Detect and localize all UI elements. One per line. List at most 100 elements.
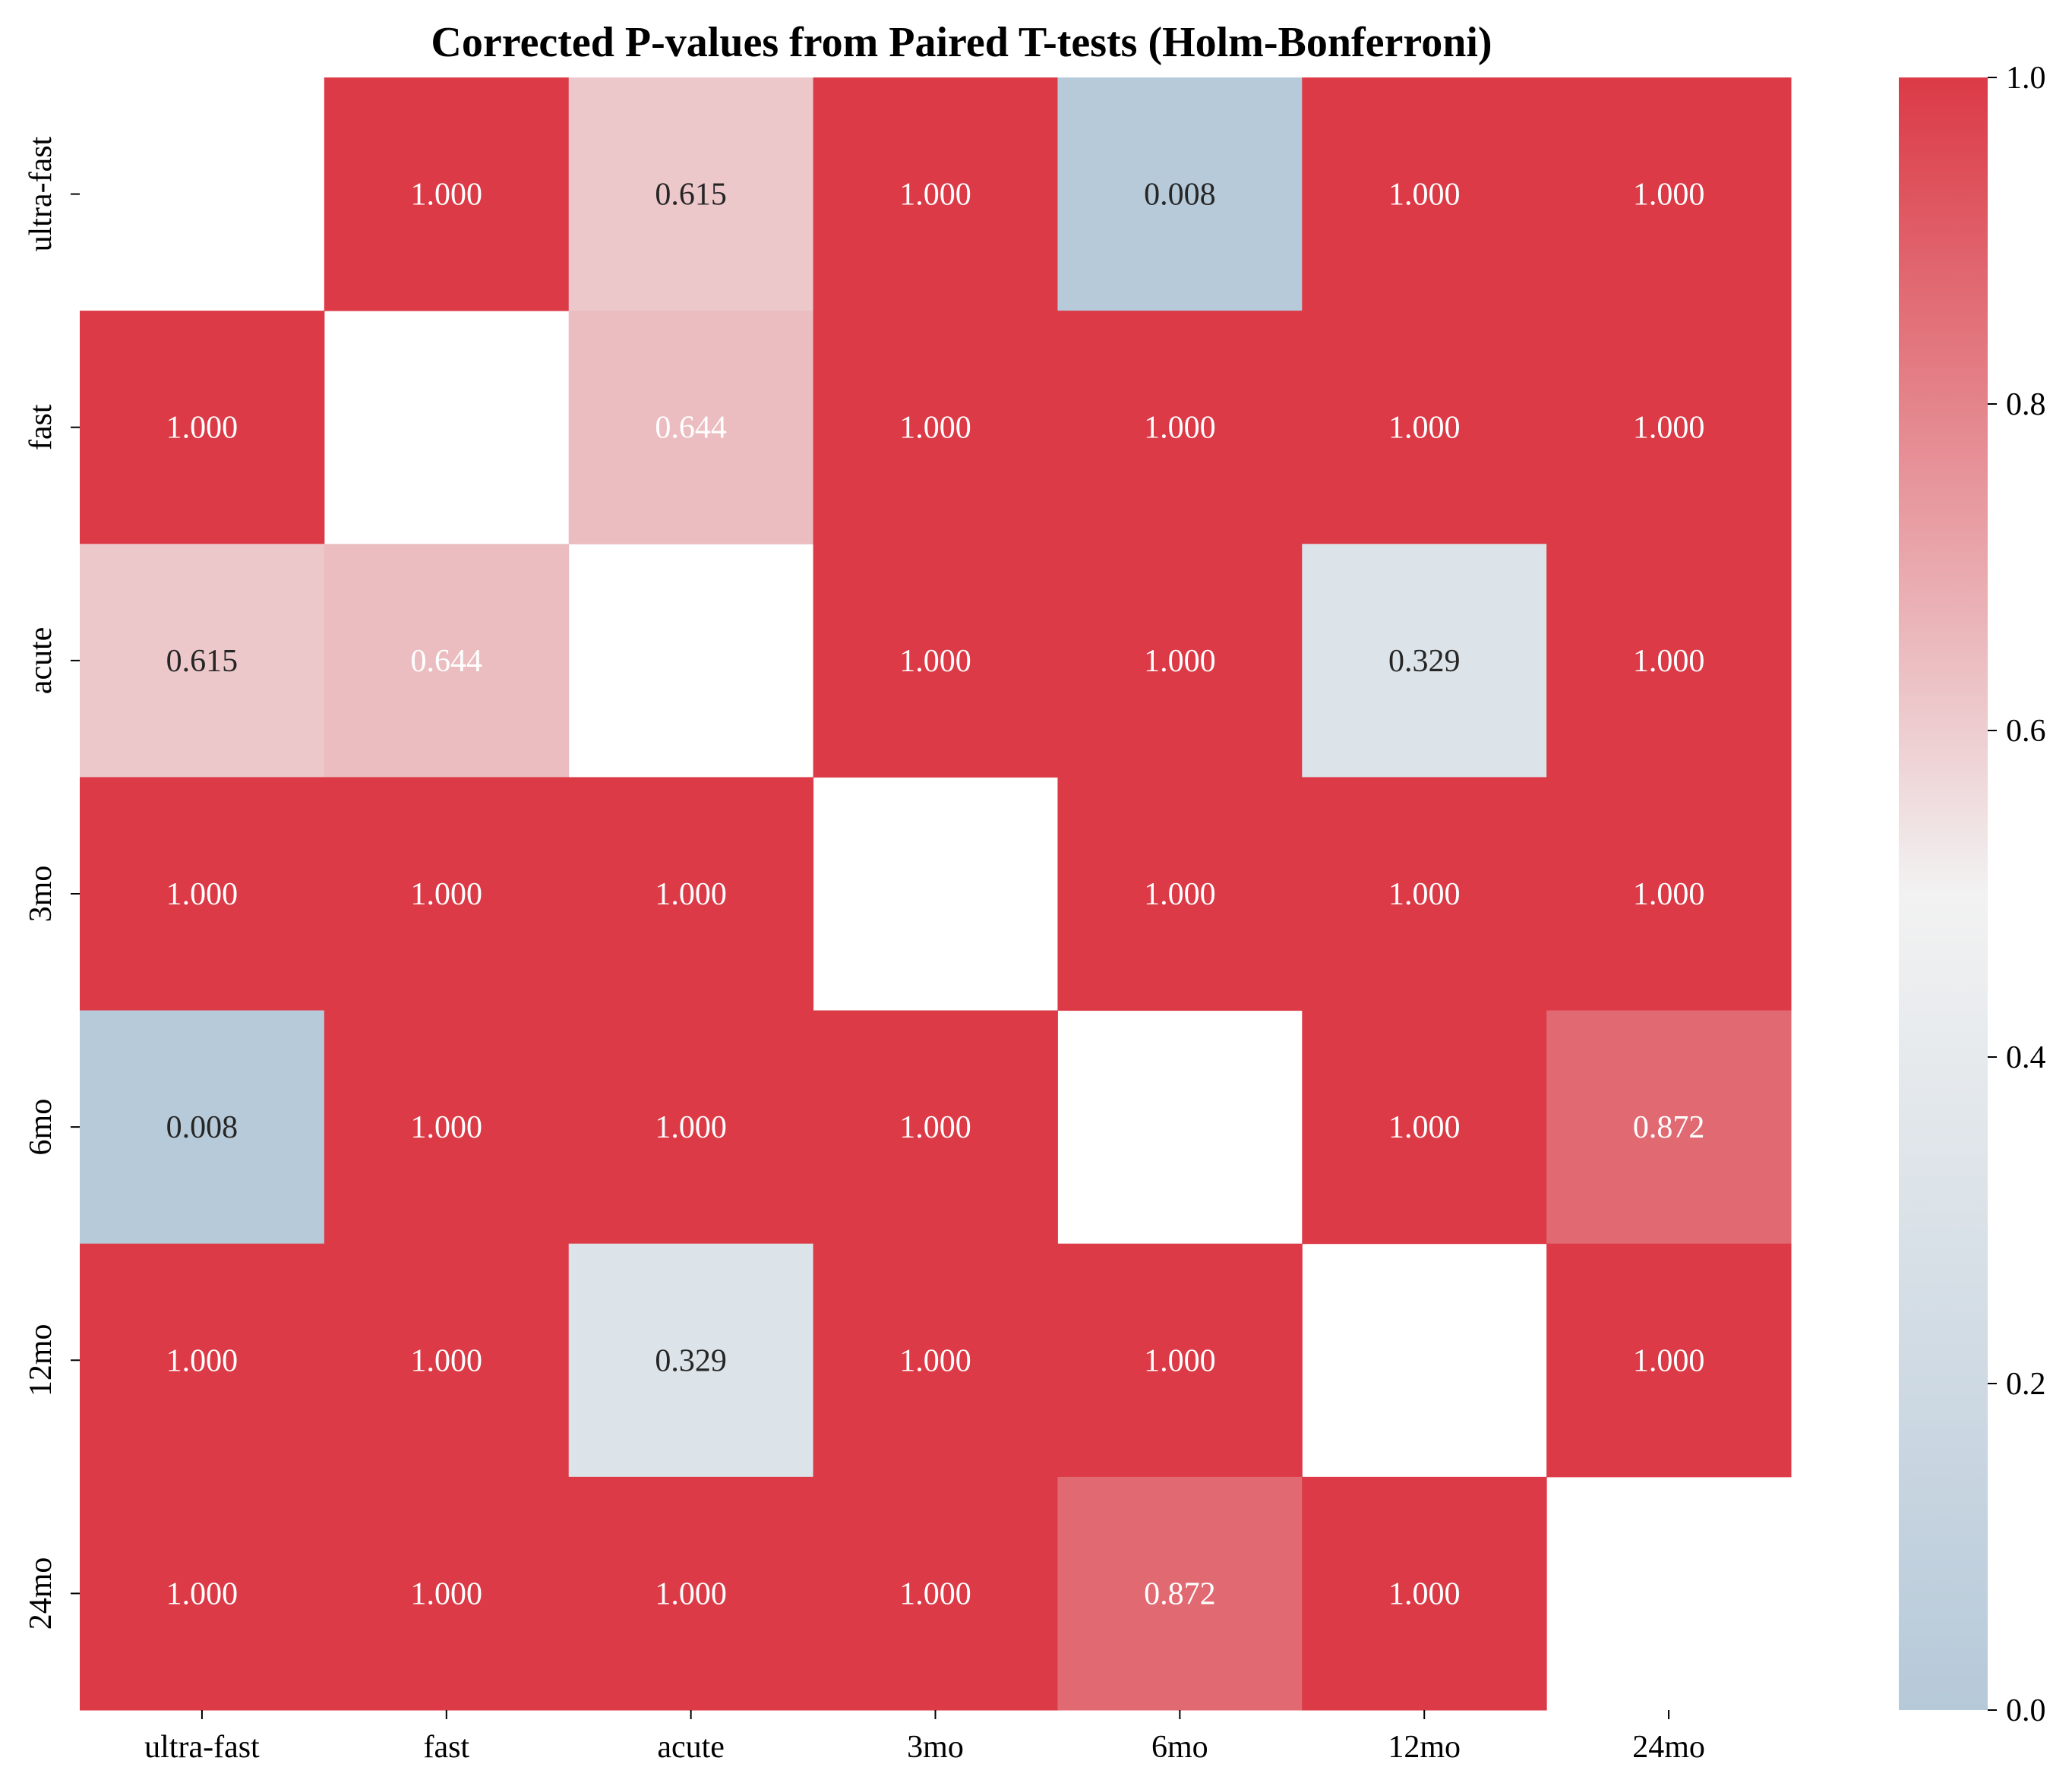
heatmap-cells: 1.000 0.615 1.000 0.008 1.000 1.000 1.000 0.644… (80, 77, 1792, 1711)
cell-value-label: 1.000 (411, 1576, 483, 1611)
cell-value-label: 0.872 (1633, 1110, 1705, 1145)
heatmap-cell (1546, 311, 1792, 544)
heatmap-cell (1057, 1243, 1303, 1478)
cell-value-label: 1.000 (1388, 411, 1461, 446)
colorbar: 0.0 0.2 0.4 0.6 0.8 1.0 (1899, 61, 2046, 1728)
heatmap-cell (1302, 1476, 1547, 1711)
heatmap-cell (568, 777, 814, 1011)
y-tick-label: acute (24, 627, 58, 695)
colorbar-tick-label: 0.4 (2006, 1040, 2046, 1075)
cell-value-label: 1.000 (899, 1576, 971, 1611)
cell-value-label: 1.000 (411, 877, 483, 912)
cell-value-label: 1.000 (1633, 877, 1705, 912)
x-tick-label: 12mo (1388, 1730, 1461, 1765)
heatmap-cell (813, 1243, 1058, 1478)
heatmap-cell (80, 311, 325, 544)
cell-value-label: 0.615 (166, 644, 238, 679)
y-tick-label: 3mo (24, 866, 58, 923)
heatmap-cell (1302, 1010, 1547, 1245)
heatmap-cell (324, 544, 570, 778)
cell-value-label: 1.000 (899, 644, 971, 679)
heatmap-cell (1057, 777, 1303, 1011)
cell-value-label: 1.000 (1388, 1576, 1461, 1611)
x-tick-label: 3mo (907, 1730, 964, 1765)
cell-value-label: 0.329 (1388, 644, 1461, 679)
cell-value-label: 1.000 (166, 1343, 238, 1378)
heatmap-cell (813, 1476, 1058, 1711)
x-tick-label: 6mo (1151, 1730, 1208, 1765)
heatmap-cell (1057, 77, 1303, 311)
heatmap-cell (568, 1010, 814, 1245)
cell-value-label: 1.000 (1144, 411, 1216, 446)
heatmap-cell (1057, 311, 1303, 544)
cell-value-label: 0.329 (655, 1343, 727, 1378)
heatmap-cell (1302, 544, 1547, 778)
heatmap-cell (1057, 1476, 1303, 1711)
cell-value-label: 1.000 (1144, 644, 1216, 679)
heatmap-cell (324, 777, 570, 1011)
heatmap-cell (568, 311, 814, 544)
colorbar-tick-label: 1.0 (2006, 61, 2046, 96)
heatmap-cell (1546, 544, 1792, 778)
cell-value-label: 1.000 (1388, 178, 1461, 213)
cell-value-label: 1.000 (411, 178, 483, 213)
cell-value-label: 1.000 (655, 1576, 727, 1611)
cell-value-label: 1.000 (1144, 877, 1216, 912)
heatmap-cell (1546, 1243, 1792, 1478)
colorbar-tick-label: 0.0 (2006, 1693, 2046, 1728)
colorbar-tick-label: 0.2 (2006, 1367, 2046, 1402)
cell-value-label: 1.000 (1633, 1343, 1705, 1378)
heatmap-cell (80, 544, 325, 778)
cell-value-label: 0.008 (166, 1110, 238, 1145)
y-tick-label: 12mo (24, 1324, 58, 1396)
colorbar-tick-label: 0.8 (2006, 387, 2046, 422)
x-axis: ultra-fast fast acute 3mo 6mo 12mo 24mo (144, 1710, 1705, 1765)
cell-value-label: 1.000 (655, 877, 727, 912)
chart-title: Corrected P-values from Paired T-tests (… (431, 19, 1492, 66)
heatmap-cell (324, 1243, 570, 1478)
heatmap-cell (813, 1010, 1058, 1245)
x-tick-label: 24mo (1632, 1730, 1705, 1765)
heatmap-cell (813, 544, 1058, 778)
cell-value-label: 0.644 (655, 411, 727, 446)
heatmap-cell (80, 1476, 325, 1711)
cell-value-label: 1.000 (1633, 411, 1705, 446)
heatmap-cell (1546, 777, 1792, 1011)
heatmap-cell (324, 1476, 570, 1711)
x-tick-label: fast (423, 1730, 469, 1765)
heatmap-cell (1302, 77, 1547, 311)
colorbar-tick-label: 0.6 (2006, 714, 2046, 749)
heatmap-cell (1057, 544, 1303, 778)
cell-value-label: 1.000 (655, 1110, 727, 1145)
heatmap-cell (568, 1476, 814, 1711)
cell-value-label: 1.000 (1144, 1343, 1216, 1378)
cell-value-label: 1.000 (899, 1110, 971, 1145)
heatmap-cell (568, 1243, 814, 1478)
cell-value-label: 1.000 (1633, 178, 1705, 213)
cell-value-label: 1.000 (166, 411, 238, 446)
x-tick-label: ultra-fast (144, 1730, 260, 1765)
cell-value-label: 1.000 (899, 178, 971, 213)
y-tick-label: 6mo (24, 1099, 58, 1156)
cell-value-label: 1.000 (899, 1343, 971, 1378)
heatmap-cell (1302, 777, 1547, 1011)
cell-value-label: 1.000 (1388, 877, 1461, 912)
heatmap-cell (80, 1243, 325, 1478)
cell-value-label: 0.872 (1144, 1576, 1216, 1611)
cell-value-label: 1.000 (166, 1576, 238, 1611)
cell-value-label: 1.000 (1388, 1110, 1461, 1145)
cell-value-label: 1.000 (166, 877, 238, 912)
cell-value-label: 0.615 (655, 178, 727, 213)
y-tick-label: ultra-fast (24, 136, 58, 251)
heatmap-cell (80, 1010, 325, 1245)
heatmap-cell (1546, 1010, 1792, 1245)
heatmap-cell (1546, 77, 1792, 311)
cell-value-label: 1.000 (411, 1110, 483, 1145)
cell-value-label: 1.000 (1633, 644, 1705, 679)
colorbar-gradient (1899, 77, 1988, 1710)
heatmap-cell (813, 77, 1058, 311)
heatmap-cell (80, 777, 325, 1011)
heatmap-cell (324, 1010, 570, 1245)
heatmap-cell (324, 77, 570, 311)
